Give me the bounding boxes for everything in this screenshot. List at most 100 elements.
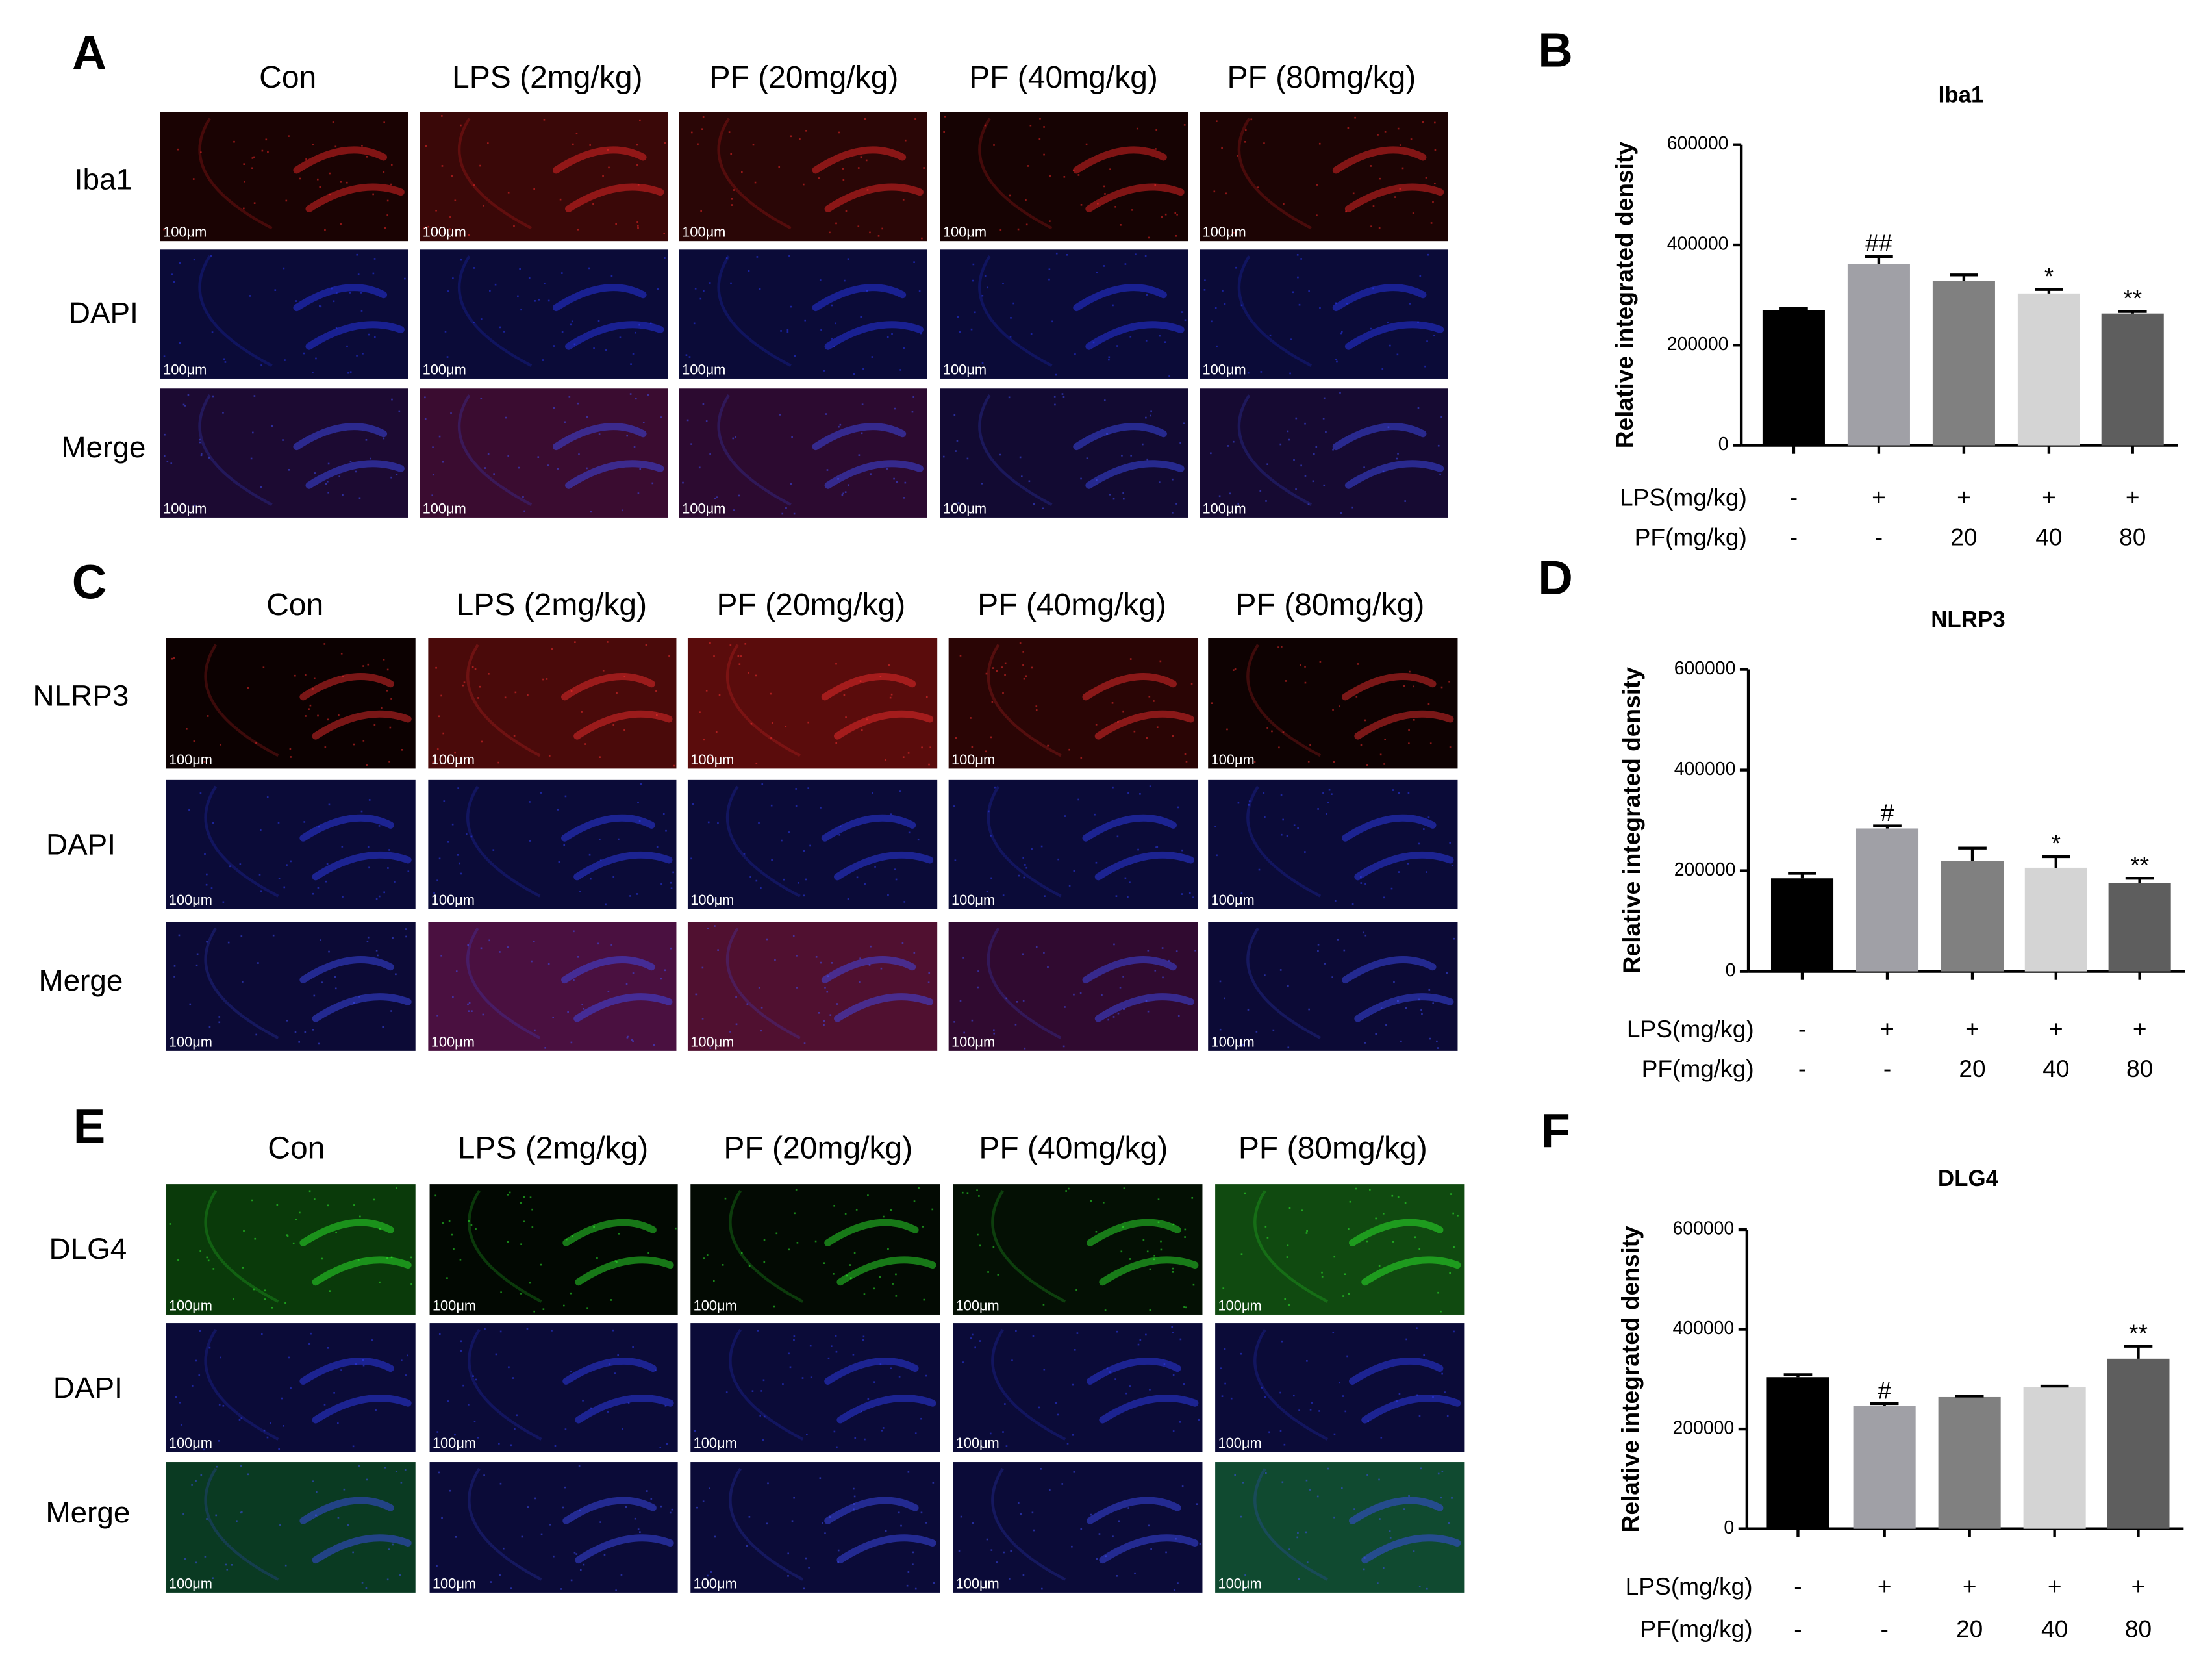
condition-value: - — [1875, 523, 1883, 550]
y-tick-label: 200000 — [1673, 1418, 1735, 1439]
error-bar — [1950, 273, 1978, 281]
column-title: PF (80mg/kg) — [1236, 588, 1425, 622]
condition-label: PF(mg/kg) — [1635, 523, 1747, 550]
micrograph — [166, 779, 416, 909]
condition-value: + — [2133, 1015, 2147, 1042]
bar — [1762, 310, 1825, 446]
micrograph — [948, 638, 1198, 769]
condition-value: 80 — [2119, 523, 2146, 550]
tissue-structure — [1349, 1357, 1444, 1385]
tissue-structure — [1344, 460, 1444, 489]
tissue-structure — [305, 183, 405, 212]
tissue-structure — [198, 394, 273, 507]
scale-bar-label: 100μm — [1202, 500, 1246, 516]
tissue-structure — [821, 814, 916, 842]
column-title: Con — [259, 60, 316, 95]
scale-bar-label: 100μm — [1218, 1575, 1261, 1591]
tissue-structure — [1246, 785, 1322, 898]
tissue-structure — [821, 956, 916, 984]
micrograph — [948, 922, 1198, 1051]
tissue-structure — [717, 255, 792, 368]
micrograph — [1208, 922, 1458, 1051]
error-bar — [1870, 1402, 1899, 1406]
tissue-structure — [1082, 673, 1177, 701]
scale-bar-label: 100μm — [433, 1435, 476, 1451]
tissue-structure — [457, 255, 533, 368]
scale-bar-label: 100μm — [169, 892, 212, 908]
tissue-structure — [729, 1189, 804, 1303]
significance: ** — [2130, 852, 2149, 879]
scale-bar-label: 100μm — [169, 1297, 212, 1313]
significance: # — [1881, 799, 1894, 826]
tissue-structure — [1246, 644, 1322, 757]
condition-value: + — [2042, 483, 2056, 511]
tissue-structure — [305, 460, 405, 489]
tissue-structure — [299, 814, 394, 842]
tissue-structure — [299, 1357, 394, 1385]
condition-value: 40 — [2042, 1055, 2069, 1082]
significance: * — [2052, 829, 2061, 857]
micrograph — [687, 779, 938, 909]
scale-bar-label: 100μm — [1211, 1033, 1255, 1050]
bar — [1855, 828, 1919, 972]
tissue-structure — [299, 1497, 394, 1524]
condition-value: - — [1790, 483, 1798, 511]
tissue-structure — [1361, 1395, 1461, 1424]
tissue-structure — [299, 673, 394, 701]
tissue-structure — [1332, 146, 1427, 174]
scale-bar-label: 100μm — [690, 752, 734, 768]
condition-value: + — [1965, 1015, 1979, 1042]
tissue-structure — [575, 1256, 674, 1286]
tissue-structure — [1073, 284, 1167, 312]
micrograph — [953, 1184, 1203, 1315]
tissue-structure — [312, 1395, 412, 1424]
tissue-structure — [987, 927, 1062, 1039]
tissue-structure — [725, 785, 801, 898]
scale-bar-label: 100μm — [423, 500, 466, 516]
tissue-structure — [987, 644, 1062, 757]
micrograph — [1208, 779, 1458, 909]
error-bar — [1873, 824, 1902, 829]
micrograph — [160, 388, 408, 518]
tissue-structure — [836, 1395, 936, 1424]
scale-bar-label: 100μm — [690, 1033, 734, 1050]
condition-label: LPS(mg/kg) — [1626, 1573, 1753, 1600]
tissue-structure — [565, 321, 664, 350]
tissue-structure — [978, 394, 1053, 507]
tissue-structure — [1253, 1189, 1329, 1303]
error-bar — [2041, 855, 2070, 868]
column-title: Con — [268, 1131, 325, 1165]
y-tick-label: 0 — [1726, 960, 1736, 981]
tissue-structure — [204, 785, 279, 898]
micrograph — [1200, 112, 1448, 242]
tissue-structure — [1094, 851, 1194, 881]
tissue-structure — [573, 710, 673, 740]
tissue-structure — [1073, 423, 1167, 451]
column-title: Con — [266, 588, 323, 622]
tissue-structure — [812, 284, 907, 312]
bar — [1847, 264, 1910, 446]
condition-label: LPS(mg/kg) — [1620, 483, 1747, 511]
speckles — [943, 115, 1186, 239]
bar — [2017, 293, 2080, 446]
tissue-structure — [468, 1328, 542, 1441]
bar — [2023, 1387, 2086, 1529]
tissue-structure — [824, 1357, 919, 1385]
panel-letter: A — [72, 26, 107, 80]
scale-bar-label: 100μm — [682, 500, 725, 516]
micrograph — [948, 779, 1198, 909]
tissue-structure — [1253, 1467, 1329, 1581]
column-title: PF (80mg/kg) — [1227, 60, 1416, 95]
tissue-structure — [1349, 1219, 1444, 1246]
tissue-structure — [575, 1395, 674, 1424]
bar — [2024, 867, 2087, 972]
tissue-structure — [565, 460, 664, 489]
y-tick-label: 400000 — [1673, 1318, 1735, 1339]
tissue-structure — [812, 423, 907, 451]
error-bar — [1958, 846, 1987, 861]
tissue-structure — [1094, 993, 1194, 1022]
error-bar — [1779, 307, 1808, 310]
tissue-structure — [824, 1497, 919, 1524]
tissue-structure — [312, 851, 412, 881]
micrograph — [953, 1462, 1203, 1593]
